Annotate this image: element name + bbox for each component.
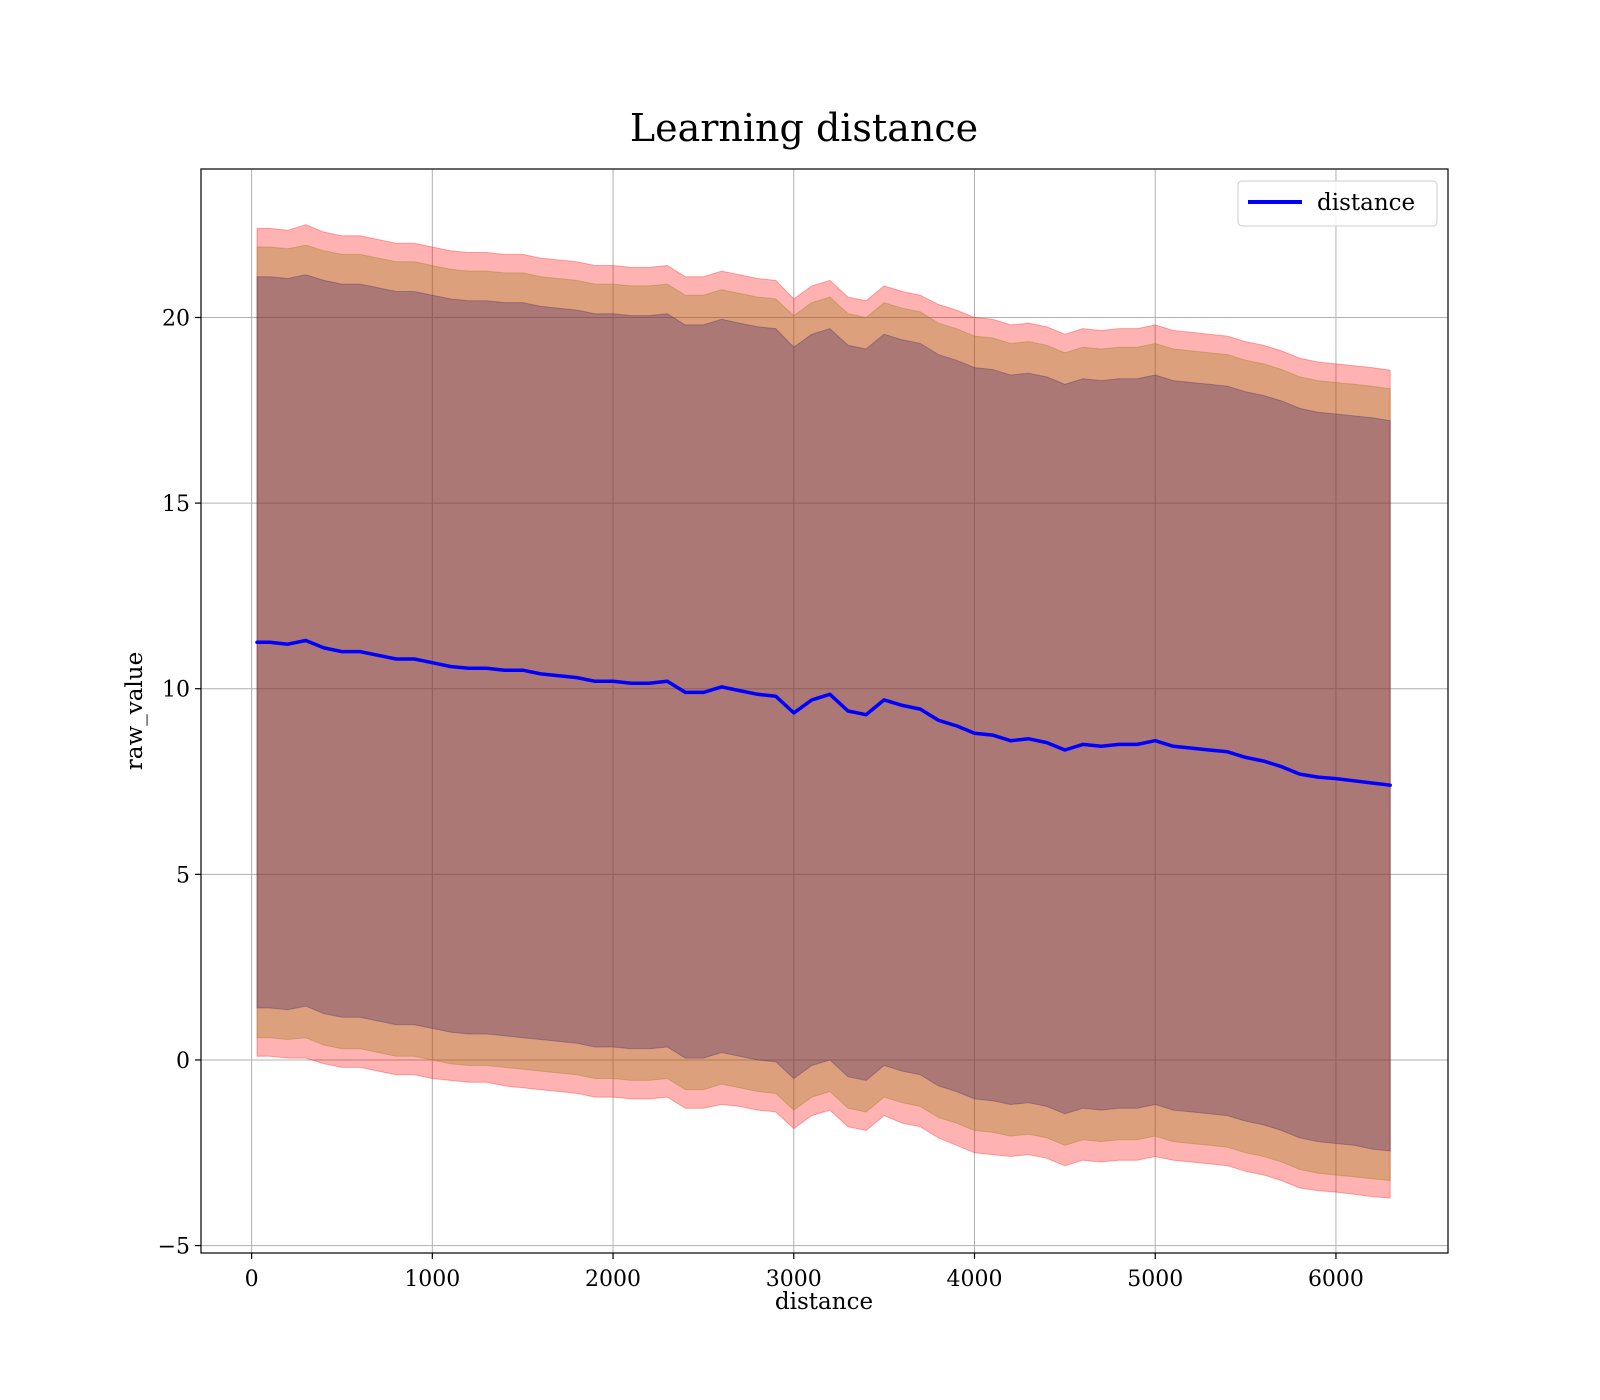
legend-box	[1237, 180, 1438, 227]
legend: distance	[1237, 180, 1438, 227]
chart-title: Learning distance	[630, 106, 978, 150]
band-middle	[256, 244, 1391, 1182]
x-tick-label: 6000	[1308, 1267, 1364, 1292]
series-lines	[255, 638, 1392, 787]
legend-label: distance	[1317, 190, 1415, 216]
y-tick-label: −5	[158, 1235, 190, 1260]
y-tick-label: 5	[176, 863, 190, 888]
confidence-bands	[256, 224, 1391, 1199]
y-tick-label: 0	[176, 1049, 190, 1074]
y-tick-label: 15	[162, 492, 190, 517]
x-axis-ticks: 0 1000 2000 3000 4000 5000 6000	[245, 1253, 1364, 1292]
x-tick-label: 5000	[1127, 1267, 1183, 1292]
band-outer	[256, 224, 1391, 1199]
x-tick-label: 1000	[404, 1267, 460, 1292]
y-axis-ticks: −5 0 5 10 15 20	[158, 306, 201, 1260]
x-tick-label: 4000	[947, 1267, 1003, 1292]
x-axis-label: distance	[775, 1289, 873, 1315]
x-tick-label: 2000	[585, 1267, 641, 1292]
y-tick-label: 20	[162, 306, 190, 331]
grid	[201, 169, 1448, 1253]
y-tick-label: 10	[162, 678, 190, 703]
x-tick-label: 0	[245, 1267, 259, 1292]
x-tick-label: 3000	[766, 1267, 822, 1292]
series-line-distance	[255, 638, 1392, 787]
band-inner	[256, 274, 1391, 1152]
y-axis-label: raw_value	[122, 652, 148, 770]
plot-frame	[200, 168, 1449, 1254]
